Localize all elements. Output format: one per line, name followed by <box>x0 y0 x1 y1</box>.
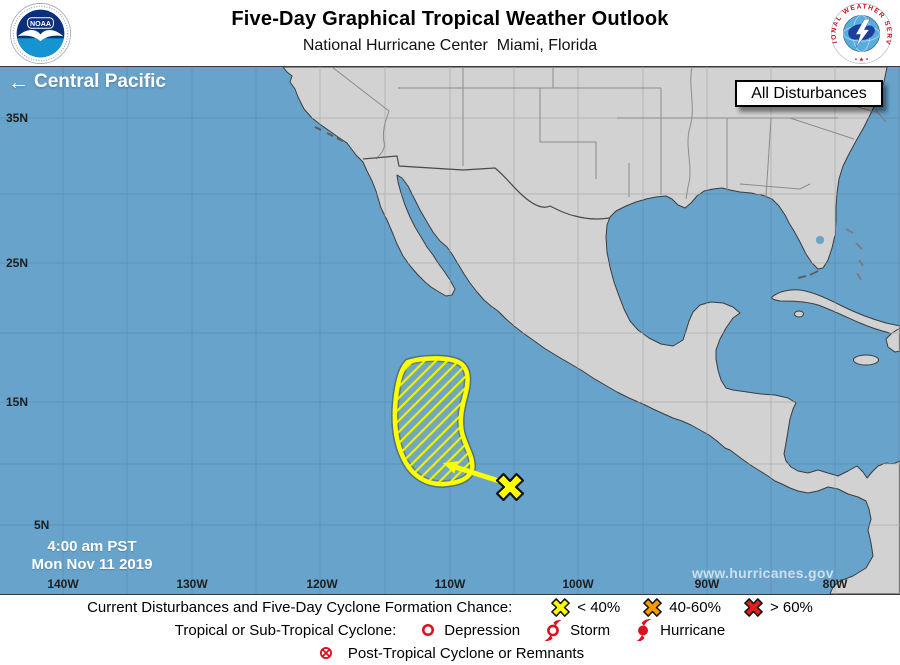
header: NOAA Five-Day Graphical Tropical Weather… <box>0 0 900 66</box>
tropical-storm-icon <box>544 619 562 641</box>
florida-keys <box>797 270 819 279</box>
timestamp-time: 4:00 am PST <box>47 538 137 555</box>
x-marker-orange-icon <box>643 597 663 617</box>
legend-row-formation: Current Disturbances and Five-Day Cyclon… <box>0 597 900 618</box>
depression-label: Depression <box>444 621 521 639</box>
lightning-icon <box>855 18 871 48</box>
legend-item-chance-high: > 60% <box>743 597 813 618</box>
hurricane-icon <box>636 619 653 641</box>
us-mexico-border <box>362 155 610 220</box>
legend-row-post-tropical: Post-Tropical Cyclone or Remnants <box>0 643 900 664</box>
legend-row-cyclone: Tropical or Sub-Tropical Cyclone: Depres… <box>0 619 900 641</box>
formation-label: Current Disturbances and Five-Day Cyclon… <box>87 598 513 616</box>
page-subtitle: National Hurricane Center Miami, Florida <box>302 37 598 54</box>
outer-banks <box>874 108 887 123</box>
storm-label: Storm <box>570 621 611 639</box>
channel-islands <box>314 126 344 142</box>
lake-okeechobee <box>815 235 825 245</box>
depression-icon <box>422 624 435 636</box>
chance-high-label: > 60% <box>769 598 813 616</box>
legend-item-storm: Storm <box>542 619 610 641</box>
chance-low-label: < 40% <box>577 598 621 616</box>
post-tropical-label: Post-Tropical Cyclone or Remnants <box>347 644 585 662</box>
issuance-timestamp: 4:00 am PST Mon Nov 11 2019 <box>10 538 174 574</box>
page-title: Five-Day Graphical Tropical Weather Outl… <box>231 8 669 30</box>
outlook-map: ← Central Pacific All Disturbances 35N 2… <box>0 66 900 595</box>
legend-item-chance-med: 40-60% <box>642 597 721 618</box>
nws-logo[interactable]: NATIONAL WEATHER SERVICE • ★ • <box>830 2 893 65</box>
lon-label-90w: 90W <box>694 577 720 591</box>
left-arrow-icon: ← <box>8 70 29 94</box>
lat-label-35n: 35N <box>6 111 29 125</box>
nws-logo-stars: • ★ • <box>855 57 868 64</box>
hurricanes-gov-watermark: www.hurricanes.gov <box>692 565 834 581</box>
cyclone-label: Tropical or Sub-Tropical Cyclone: <box>174 621 397 639</box>
legend-item-post-tropical: Post-Tropical Cyclone or Remnants <box>316 643 584 663</box>
legend-item-depression: Depression <box>418 620 520 640</box>
central-pacific-link[interactable]: ← Central Pacific <box>8 71 166 93</box>
legend: Current Disturbances and Five-Day Cyclon… <box>0 595 900 665</box>
legend-item-hurricane: Hurricane <box>632 619 725 641</box>
noaa-gull-icon <box>17 30 64 42</box>
lon-label-130w: 130W <box>176 577 208 591</box>
lat-label-25n: 25N <box>6 256 29 270</box>
x-marker-yellow-icon <box>551 597 571 617</box>
lat-label-15n: 15N <box>6 395 29 409</box>
map-canvas <box>0 67 900 594</box>
bahamas-islands <box>845 228 864 281</box>
all-disturbances-button[interactable]: All Disturbances <box>735 80 883 107</box>
hurricane-label: Hurricane <box>660 621 726 639</box>
lon-label-80w: 80W <box>822 577 848 591</box>
chance-med-label: 40-60% <box>669 598 721 616</box>
formation-area-outline[interactable] <box>392 356 475 487</box>
small-island <box>794 310 804 318</box>
x-marker-red-icon <box>744 597 763 617</box>
timestamp-date: Mon Nov 11 2019 <box>31 556 153 573</box>
motion-arrow <box>443 461 500 484</box>
lon-label-140w: 140W <box>47 577 79 591</box>
noaa-logo[interactable]: NOAA <box>9 2 72 65</box>
header-titles: Five-Day Graphical Tropical Weather Outl… <box>0 0 900 55</box>
lon-label-120w: 120W <box>306 577 338 591</box>
legend-item-chance-low: < 40% <box>550 597 620 618</box>
disturbance-x-marker[interactable] <box>495 472 525 502</box>
lon-label-110w: 110W <box>434 577 466 591</box>
region-link-label: Central Pacific <box>34 71 166 92</box>
post-tropical-icon <box>319 647 332 659</box>
disturbance-area[interactable] <box>391 354 477 488</box>
lat-label-5n: 5N <box>34 518 50 532</box>
jamaica-island <box>853 354 879 366</box>
noaa-logo-text: NOAA <box>30 20 51 28</box>
lon-label-100w: 100W <box>562 577 594 591</box>
